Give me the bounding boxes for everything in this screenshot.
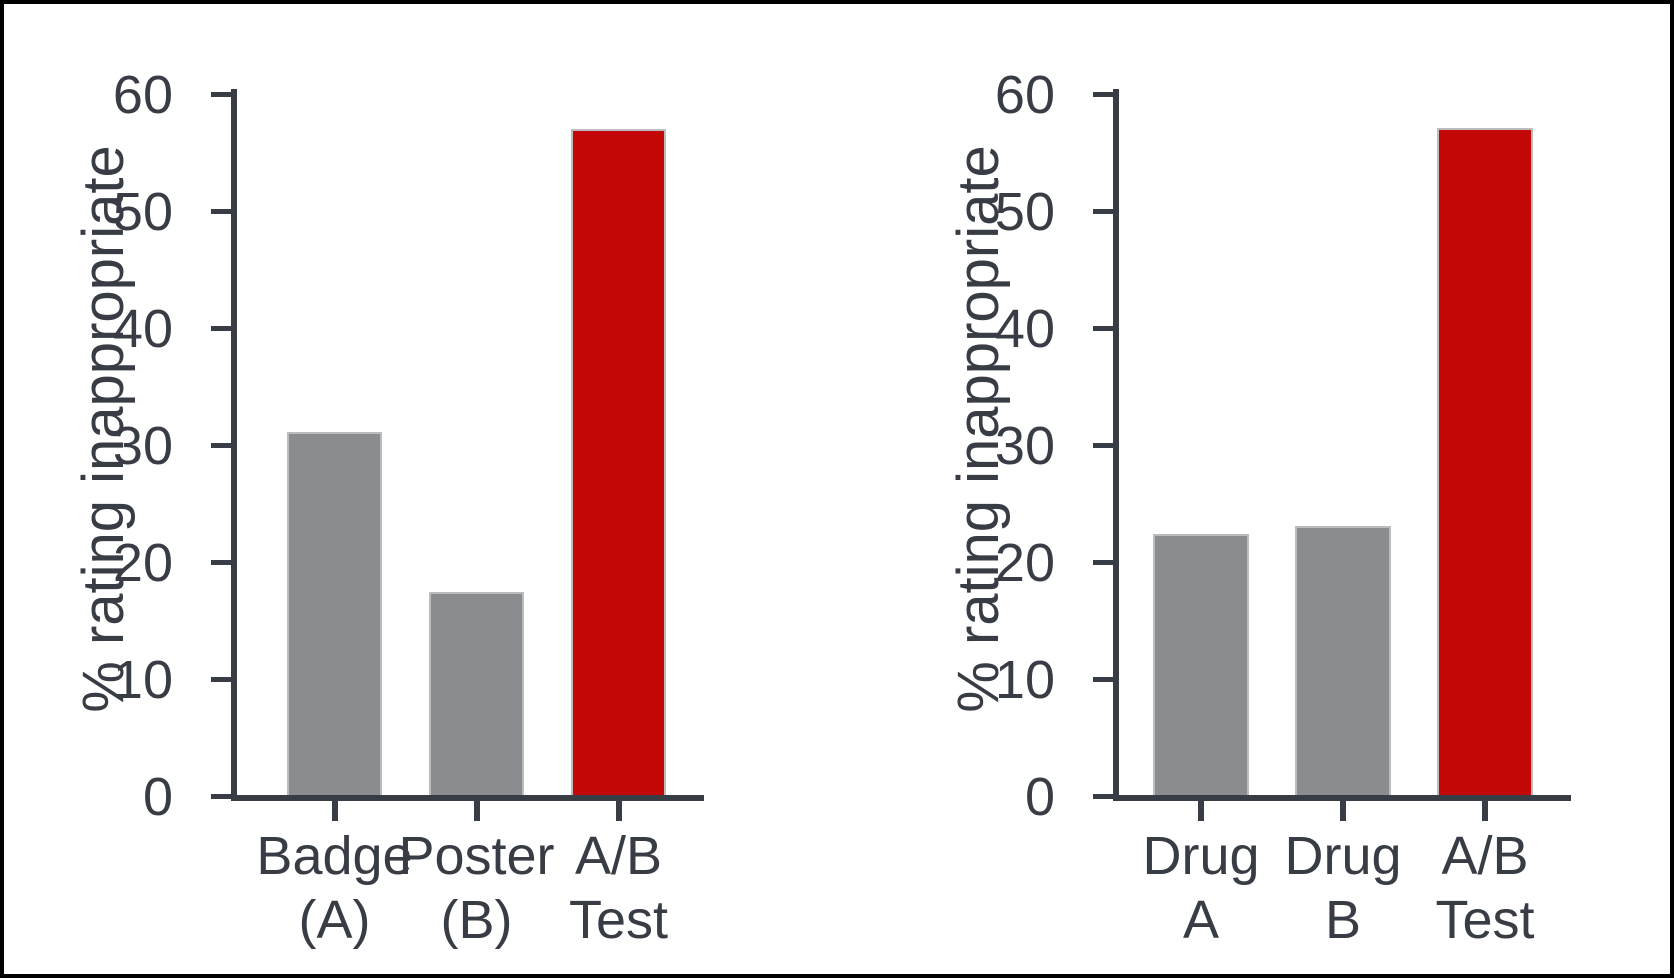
x-category-label-line: Poster xyxy=(398,826,555,886)
y-tick-mark xyxy=(211,560,231,565)
y-tick-label: 20 xyxy=(994,533,1055,593)
y-tick-mark xyxy=(211,326,231,331)
y-tick-label: 50 xyxy=(112,182,173,242)
x-tick-mark xyxy=(615,801,622,821)
x-category-label: A/B Test xyxy=(494,824,744,952)
chart-left: % rating inappropriate 0 10 20 30 40 50 60 Badg… xyxy=(4,4,794,974)
x-category-label-line: A/B xyxy=(1441,826,1529,886)
y-tick-label: 40 xyxy=(112,299,173,359)
x-tick-mark xyxy=(1482,801,1488,821)
y-axis-line xyxy=(1113,89,1119,799)
x-category-label-line: B xyxy=(1324,890,1362,950)
x-category-label: Drug B xyxy=(1218,824,1468,952)
x-category-label: Drug A xyxy=(1076,824,1326,952)
bar-drug-b xyxy=(1295,526,1391,797)
y-tick-mark xyxy=(1093,677,1113,682)
y-tick-label: 30 xyxy=(994,416,1055,476)
y-tick-mark xyxy=(211,443,231,448)
x-axis-line xyxy=(231,795,704,801)
bar-badge-a- xyxy=(287,432,382,797)
y-tick-label: 60 xyxy=(994,65,1055,125)
x-axis-line xyxy=(1113,795,1571,801)
x-category-label-line: Drug xyxy=(1142,826,1260,886)
y-axis-line xyxy=(231,89,237,799)
y-tick-label: 0 xyxy=(142,767,173,827)
y-tick-mark xyxy=(211,794,231,799)
bar-poster-b- xyxy=(429,592,524,797)
y-tick-label: 0 xyxy=(1024,767,1055,827)
bar-drug-a xyxy=(1153,534,1249,797)
y-tick-mark xyxy=(1093,443,1113,448)
y-tick-label: 10 xyxy=(994,650,1055,710)
plot-area xyxy=(1119,95,1571,797)
y-tick-label: 30 xyxy=(112,416,173,476)
y-tick-mark xyxy=(1093,326,1113,331)
x-category-label: A/B Test xyxy=(1360,824,1610,952)
x-category-label-line: (A) xyxy=(298,890,371,950)
bar-a-b-test xyxy=(1437,128,1533,797)
y-tick-mark xyxy=(211,92,231,97)
x-tick-mark xyxy=(1340,801,1346,821)
y-tick-label: 20 xyxy=(112,533,173,593)
y-tick-label: 40 xyxy=(994,299,1055,359)
x-category-label-line: A xyxy=(1182,890,1220,950)
y-tick-mark xyxy=(211,677,231,682)
y-tick-mark xyxy=(1093,92,1113,97)
x-tick-mark xyxy=(1198,801,1204,821)
bar-a-b-test xyxy=(571,129,666,797)
x-category-label-line: Badge xyxy=(256,826,413,886)
y-tick-label: 10 xyxy=(112,650,173,710)
x-category-label-line: Drug xyxy=(1284,826,1402,886)
y-tick-mark xyxy=(1093,560,1113,565)
x-category-label: Badge (A) xyxy=(210,824,460,952)
y-tick-mark xyxy=(1093,794,1113,799)
x-category-label: Poster (B) xyxy=(352,824,602,952)
y-tick-mark xyxy=(1093,209,1113,214)
y-tick-label: 50 xyxy=(994,182,1055,242)
x-category-label-line: Test xyxy=(1435,890,1535,950)
y-tick-label: 60 xyxy=(112,65,173,125)
x-tick-mark xyxy=(331,801,338,821)
plot-area xyxy=(237,95,704,797)
y-tick-mark xyxy=(211,209,231,214)
x-category-label-line: (B) xyxy=(440,890,513,950)
chart-right: % rating inappropriate 0 10 20 30 40 50 60 Drug… xyxy=(891,4,1670,974)
x-tick-mark xyxy=(473,801,480,821)
x-category-label-line: A/B xyxy=(574,826,663,886)
x-category-label-line: Test xyxy=(568,890,669,950)
